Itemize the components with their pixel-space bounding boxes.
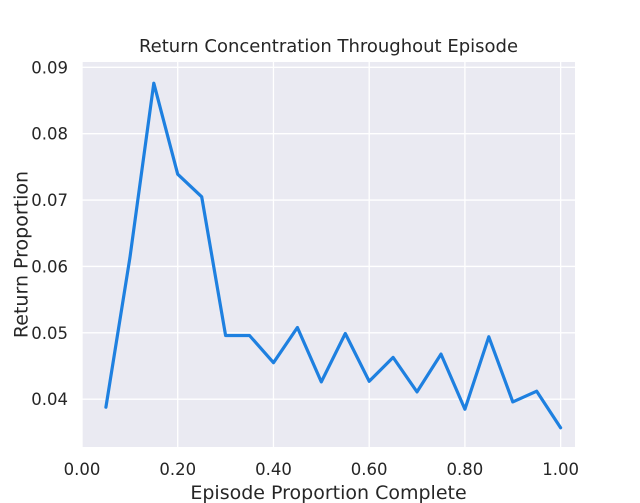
y-tick-labels: 0.04 0.05 0.06 0.07 0.08 0.09 — [31, 58, 68, 409]
gridlines — [81, 62, 575, 447]
x-tick-label: 0.80 — [447, 460, 484, 479]
x-tick-label: 0.00 — [64, 460, 101, 479]
y-tick-label: 0.04 — [31, 390, 68, 409]
series-group — [104, 81, 563, 430]
x-tick-label: 0.20 — [159, 460, 196, 479]
y-tick-label: 0.09 — [31, 58, 68, 77]
chart-title: Return Concentration Throughout Episode — [139, 36, 518, 57]
y-tick-label: 0.07 — [31, 191, 68, 210]
series-line — [104, 81, 563, 430]
plot-area — [82, 62, 575, 447]
y-axis-label: Return Proportion — [11, 171, 33, 338]
x-tick-label: 0.40 — [255, 460, 292, 479]
y-tick-label: 0.08 — [31, 125, 68, 144]
x-tick-label: 0.60 — [351, 460, 388, 479]
x-tick-label: 1.00 — [542, 460, 579, 479]
y-tick-label: 0.05 — [31, 324, 68, 343]
y-tick-label: 0.06 — [31, 257, 68, 276]
x-axis-label: Episode Proportion Complete — [190, 482, 466, 503]
x-tick-labels: 0.00 0.20 0.40 0.60 0.80 1.00 — [64, 460, 579, 479]
